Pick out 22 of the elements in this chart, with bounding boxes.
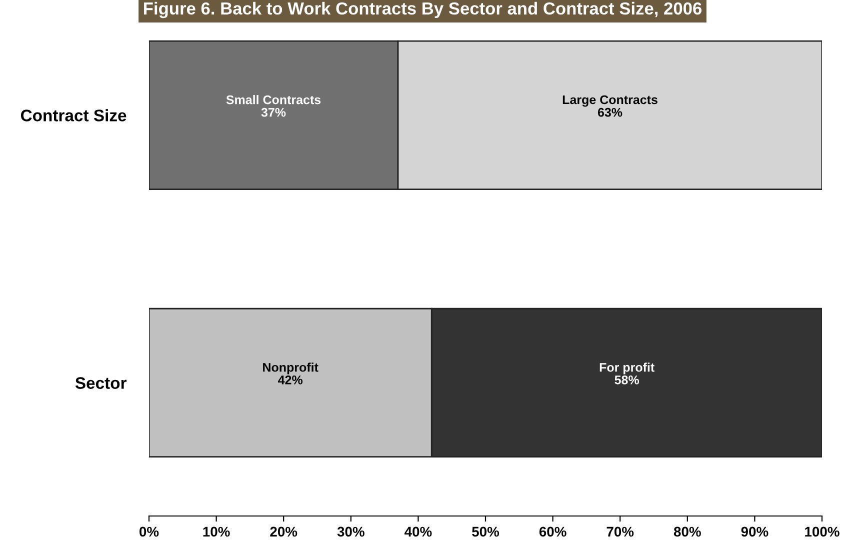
data-label: 42% <box>278 376 303 384</box>
x-tick-label: 50% <box>472 526 500 537</box>
x-tick-label: 80% <box>674 526 701 537</box>
x-tick-label: 20% <box>270 526 298 537</box>
y-tick-label: Contract Size <box>20 109 126 122</box>
y-tick-label: Sector <box>75 377 127 389</box>
data-label: 63% <box>598 108 622 117</box>
series-label: Nonprofit <box>263 362 318 374</box>
x-tick-label: 0% <box>140 526 159 537</box>
data-label: 58% <box>614 376 640 384</box>
x-tick-label: 90% <box>741 526 768 537</box>
x-tick-label: 10% <box>203 526 230 537</box>
series-label: Small Contracts <box>226 95 321 104</box>
text: Figure 6. Back to Work Contracts By Sector and Contract Size, 2006 <box>144 2 702 18</box>
series-label: For profit <box>600 362 654 374</box>
x-tick-label: 100% <box>805 526 840 537</box>
x-tick-label: 60% <box>539 526 566 537</box>
x-tick-label: 40% <box>404 526 432 537</box>
x-tick-label: 30% <box>337 526 364 537</box>
x-tick-label: 70% <box>606 526 634 537</box>
data-label: 37% <box>261 108 286 117</box>
series-label: Large Contracts <box>562 95 658 107</box>
